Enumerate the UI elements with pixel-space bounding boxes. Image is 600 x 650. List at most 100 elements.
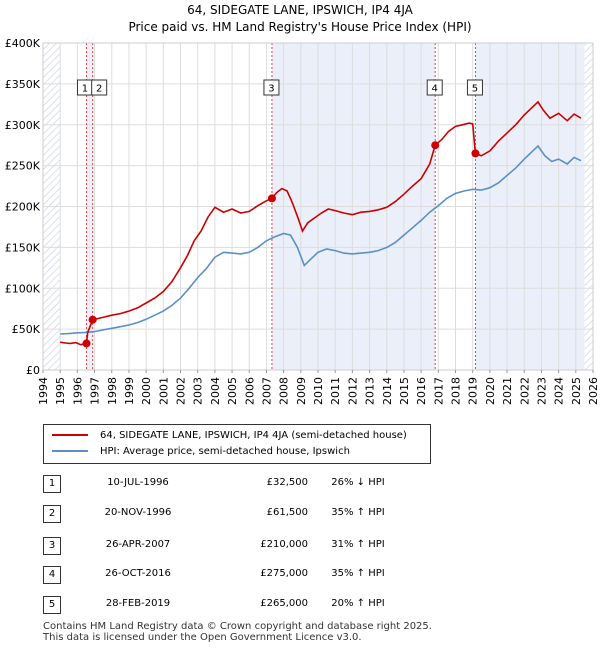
transaction-number: 5 <box>43 596 61 614</box>
x-tick-label: 2023 <box>535 377 548 405</box>
transaction-date: 26-OCT-2016 <box>105 568 171 579</box>
series-line <box>60 100 582 346</box>
y-tick-label: £50K <box>12 323 41 336</box>
y-tick-label: £300K <box>5 119 41 132</box>
sale-label-frame <box>426 79 443 96</box>
transaction-number: 4 <box>43 566 61 584</box>
transaction-date: 10-JUL-1996 <box>107 477 169 488</box>
y-tick-label: £0 <box>26 364 40 377</box>
x-tick-label: 2003 <box>192 377 205 405</box>
sale-label-number: 3 <box>268 84 274 95</box>
x-tick-label: 2021 <box>501 377 514 405</box>
footer-line-1: Contains HM Land Registry data © Crown c… <box>43 621 432 632</box>
sale-label-frame <box>91 79 108 96</box>
transaction-row: 1 10-JUL-1996 £32,500 26% ↓ HPI <box>43 475 563 495</box>
y-tick-label: £200K <box>5 201 41 214</box>
sale-point <box>471 149 480 158</box>
x-tick-label: 2004 <box>209 377 222 405</box>
chart-subtitle: Price paid vs. HM Land Registry's House … <box>128 20 472 34</box>
x-tick-label: 1994 <box>37 377 50 405</box>
x-tick-label: 2001 <box>157 377 170 405</box>
x-tick-label: 2000 <box>140 377 153 405</box>
transaction-price: £61,500 <box>266 507 308 518</box>
transaction-price: £210,000 <box>260 539 308 550</box>
transaction-hpi-diff: 20% ↑ HPI <box>331 598 385 609</box>
footer-line-2: This data is licensed under the Open Gov… <box>43 632 362 643</box>
sale-label-number: 4 <box>432 84 438 95</box>
sale-label-number: 2 <box>96 84 102 95</box>
transaction-number: 3 <box>43 537 61 555</box>
sale-point <box>267 194 276 203</box>
chart-title: 64, SIDEGATE LANE, IPSWICH, IP4 4JA <box>187 3 413 17</box>
x-tick-label: 2011 <box>329 377 342 405</box>
x-tick-label: 2025 <box>570 377 583 405</box>
sale-label-box: 3 <box>263 79 280 96</box>
transaction-date: 28-FEB-2019 <box>105 598 171 609</box>
x-tick-label: 2007 <box>260 377 273 405</box>
x-tick-label: 2008 <box>278 377 291 405</box>
transaction-hpi-diff: 35% ↑ HPI <box>331 568 385 579</box>
x-tick-label: 2014 <box>381 377 394 405</box>
x-tick-label: 1995 <box>54 377 67 405</box>
legend-item-hpi: HPI: Average price, semi-detached house,… <box>52 444 350 460</box>
footer-attribution: Contains HM Land Registry data © Crown c… <box>43 621 432 643</box>
legend-item-property: 64, SIDEGATE LANE, IPSWICH, IP4 4JA (sem… <box>52 428 407 444</box>
legend-label-hpi: HPI: Average price, semi-detached house,… <box>100 446 350 457</box>
sale-label-box: 1 <box>76 79 93 96</box>
x-tick-label: 2022 <box>518 377 531 405</box>
x-tick-label: 2015 <box>398 377 411 405</box>
transaction-hpi-diff: 31% ↑ HPI <box>331 539 385 550</box>
chart-legend: 64, SIDEGATE LANE, IPSWICH, IP4 4JA (sem… <box>43 424 431 464</box>
x-tick-label: 1998 <box>106 377 119 405</box>
x-tick-label: 1999 <box>123 377 136 405</box>
x-tick-label: 2013 <box>364 377 377 405</box>
transaction-price: £265,000 <box>260 598 308 609</box>
sale-label-box: 5 <box>466 79 483 96</box>
x-tick-label: 2009 <box>295 377 308 405</box>
x-tick-label: 2012 <box>346 377 359 405</box>
x-tick-label: 2019 <box>467 377 480 405</box>
transaction-price: £32,500 <box>266 477 308 488</box>
sale-label-frame <box>466 79 483 96</box>
transaction-row: 5 28-FEB-2019 £265,000 20% ↑ HPI <box>43 596 563 616</box>
sale-label-number: 1 <box>82 84 88 95</box>
transaction-number: 1 <box>43 475 61 493</box>
x-tick-label: 2016 <box>415 377 428 405</box>
x-tick-label: 1996 <box>71 377 84 405</box>
sale-label-box: 2 <box>91 79 108 96</box>
y-tick-label: £350K <box>5 78 41 91</box>
transaction-hpi-diff: 35% ↑ HPI <box>331 507 385 518</box>
legend-swatch-hpi <box>52 450 88 452</box>
transaction-price: £275,000 <box>260 568 308 579</box>
legend-swatch-property <box>52 434 88 436</box>
transaction-number: 2 <box>43 505 61 523</box>
x-tick-label: 2002 <box>175 377 188 405</box>
sale-point <box>82 339 91 348</box>
sale-label-box: 4 <box>426 79 443 96</box>
x-tick-label: 2010 <box>312 377 325 405</box>
y-tick-label: £100K <box>5 282 41 295</box>
transaction-row: 4 26-OCT-2016 £275,000 35% ↑ HPI <box>43 566 563 586</box>
x-tick-label: 1997 <box>89 377 102 405</box>
x-tick-label: 2006 <box>243 377 256 405</box>
sale-point <box>88 315 97 324</box>
sale-point <box>431 141 440 150</box>
legend-label-property: 64, SIDEGATE LANE, IPSWICH, IP4 4JA (sem… <box>100 430 407 441</box>
y-tick-label: £150K <box>5 241 41 254</box>
x-tick-label: 2026 <box>587 377 600 405</box>
transaction-date: 26-APR-2007 <box>105 539 171 550</box>
series-line <box>60 144 582 335</box>
x-tick-label: 2024 <box>553 377 566 405</box>
y-tick-label: £400K <box>5 37 41 50</box>
y-tick-label: £250K <box>5 160 41 173</box>
x-tick-label: 2017 <box>432 377 445 405</box>
transaction-hpi-diff: 26% ↓ HPI <box>331 477 385 488</box>
x-tick-label: 2020 <box>484 377 497 405</box>
sale-label-frame <box>263 79 280 96</box>
sale-label-number: 5 <box>472 84 478 95</box>
x-tick-label: 2005 <box>226 377 239 405</box>
transaction-row: 3 26-APR-2007 £210,000 31% ↑ HPI <box>43 537 563 557</box>
x-tick-label: 2018 <box>450 377 463 405</box>
transaction-row: 2 20-NOV-1996 £61,500 35% ↑ HPI <box>43 505 563 525</box>
transaction-date: 20-NOV-1996 <box>104 507 172 518</box>
